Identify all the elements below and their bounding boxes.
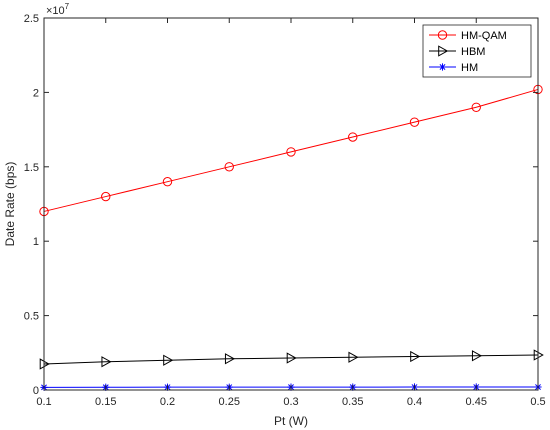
data-point	[471, 102, 481, 112]
x-tick-label: 0.3	[283, 396, 298, 408]
legend-item: HM-QAM	[429, 30, 507, 42]
x-tick-label: 0.15	[95, 396, 116, 408]
data-point	[286, 352, 297, 364]
y-exponent-label: ×107	[46, 2, 70, 17]
legend-marker	[438, 45, 449, 57]
legend-marker	[437, 30, 448, 40]
data-point	[101, 191, 111, 202]
data-point	[224, 162, 234, 172]
y-tick-label: 0	[33, 385, 39, 397]
x-axis-label: Pt (W)	[274, 414, 308, 428]
x-tick-label: 0.35	[342, 396, 363, 408]
x-tick-label: 0.45	[466, 396, 487, 408]
y-exponent-power: 7	[65, 2, 70, 11]
legend-label: HM-QAM	[461, 30, 507, 42]
data-point	[410, 350, 421, 363]
x-tick-label: 0.25	[219, 396, 240, 408]
legend-label: HM	[461, 62, 478, 74]
y-tick-label: 1.5	[24, 162, 39, 174]
legend-item: HBM	[429, 45, 485, 58]
series-line	[43, 88, 539, 212]
plot-area	[44, 18, 538, 390]
data-point	[348, 132, 358, 142]
x-tick-label: 0.1	[36, 396, 51, 408]
y-tick-label: 2	[33, 87, 39, 99]
data-point	[101, 356, 112, 368]
y-tick-label: 2.5	[24, 13, 39, 25]
legend-item: HM	[429, 62, 478, 74]
axes-layer: 0.1 0.15 0.2 0.25 0.3 0.35 0.4 0.45 0.5 0 0.5 1 1.5 2…	[24, 13, 546, 408]
legend-label: HBM	[461, 46, 485, 58]
data-point	[348, 351, 359, 363]
legend-marker	[438, 63, 447, 71]
y-tick-label: 0.5	[24, 311, 39, 323]
data-point	[224, 353, 236, 365]
y-tick-label: 1	[33, 236, 39, 248]
x-tick-label: 0.4	[407, 396, 422, 408]
y-axis-label: Date Rate (bps)	[3, 162, 17, 247]
data-point	[471, 350, 483, 362]
data-point	[162, 176, 173, 187]
series-line	[43, 354, 539, 365]
data-point	[409, 117, 420, 127]
data-point	[163, 354, 174, 366]
data-point	[286, 147, 296, 157]
series-hm-qam	[39, 84, 543, 217]
x-tick-label: 0.2	[160, 396, 175, 408]
legend: HM-QAM HBM HM	[422, 24, 532, 78]
x-tick-label: 0.5	[530, 396, 545, 408]
